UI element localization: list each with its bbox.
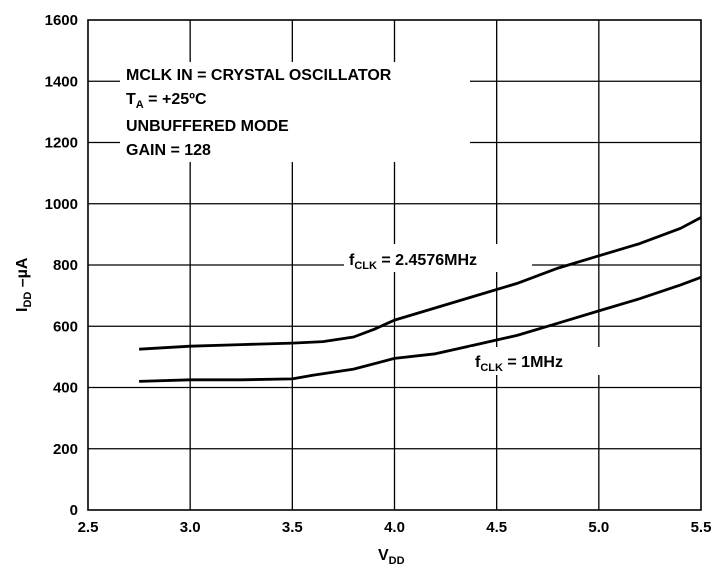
series-label-2-4576mhz: fCLK = 2.4576MHz [344, 244, 532, 272]
y-tick-label: 600 [53, 318, 78, 335]
conditions-background [120, 62, 470, 162]
x-tick-label: 4.5 [486, 519, 507, 536]
condition-temperature: TA = +25ºC [126, 91, 207, 111]
series-line-1mhz [139, 275, 702, 383]
y-tick-label: 800 [53, 257, 78, 274]
tick-labels: 2.5 3.0 3.5 4.0 4.5 5.0 5.5 0 200 400 600 800 1000 12… [45, 12, 712, 536]
condition-gain: GAIN = 128 [126, 142, 211, 159]
svg-text:fCLK = 1MHz: fCLK = 1MHz [475, 354, 563, 374]
conditions-annotation: MCLK IN = CRYSTAL OSCILLATOR TA = +25ºC … [120, 62, 470, 162]
y-tick-label: 1400 [45, 73, 78, 90]
x-tick-label: 5.5 [691, 519, 712, 536]
x-axis-title: VDD [378, 547, 405, 567]
y-tick-label: 1600 [45, 12, 78, 29]
condition-clock-source: MCLK IN = CRYSTAL OSCILLATOR [126, 67, 392, 84]
svg-text:fCLK = 2.4576MHz: fCLK = 2.4576MHz [349, 252, 477, 272]
plot-frame [87, 19, 702, 511]
y-axis-title: IDD –µA [14, 257, 34, 312]
y-tick-label: 1000 [45, 196, 78, 213]
series-layer [139, 216, 702, 383]
x-tick-label: 3.0 [180, 519, 201, 536]
x-tick-label: 4.0 [384, 519, 405, 536]
y-tick-label: 0 [70, 502, 78, 519]
y-tick-label: 1200 [45, 135, 78, 152]
x-tick-label: 2.5 [78, 519, 99, 536]
series-label-1mhz: fCLK = 1MHz [470, 347, 610, 375]
y-tick-label: 400 [53, 380, 78, 397]
x-tick-label: 5.0 [588, 519, 609, 536]
series-label-background [344, 244, 532, 272]
x-tick-label: 3.5 [282, 519, 303, 536]
series-label-background [470, 347, 610, 375]
y-tick-label: 200 [53, 441, 78, 458]
series-line-2-4576mhz [139, 216, 702, 351]
condition-mode: UNBUFFERED MODE [126, 118, 289, 135]
